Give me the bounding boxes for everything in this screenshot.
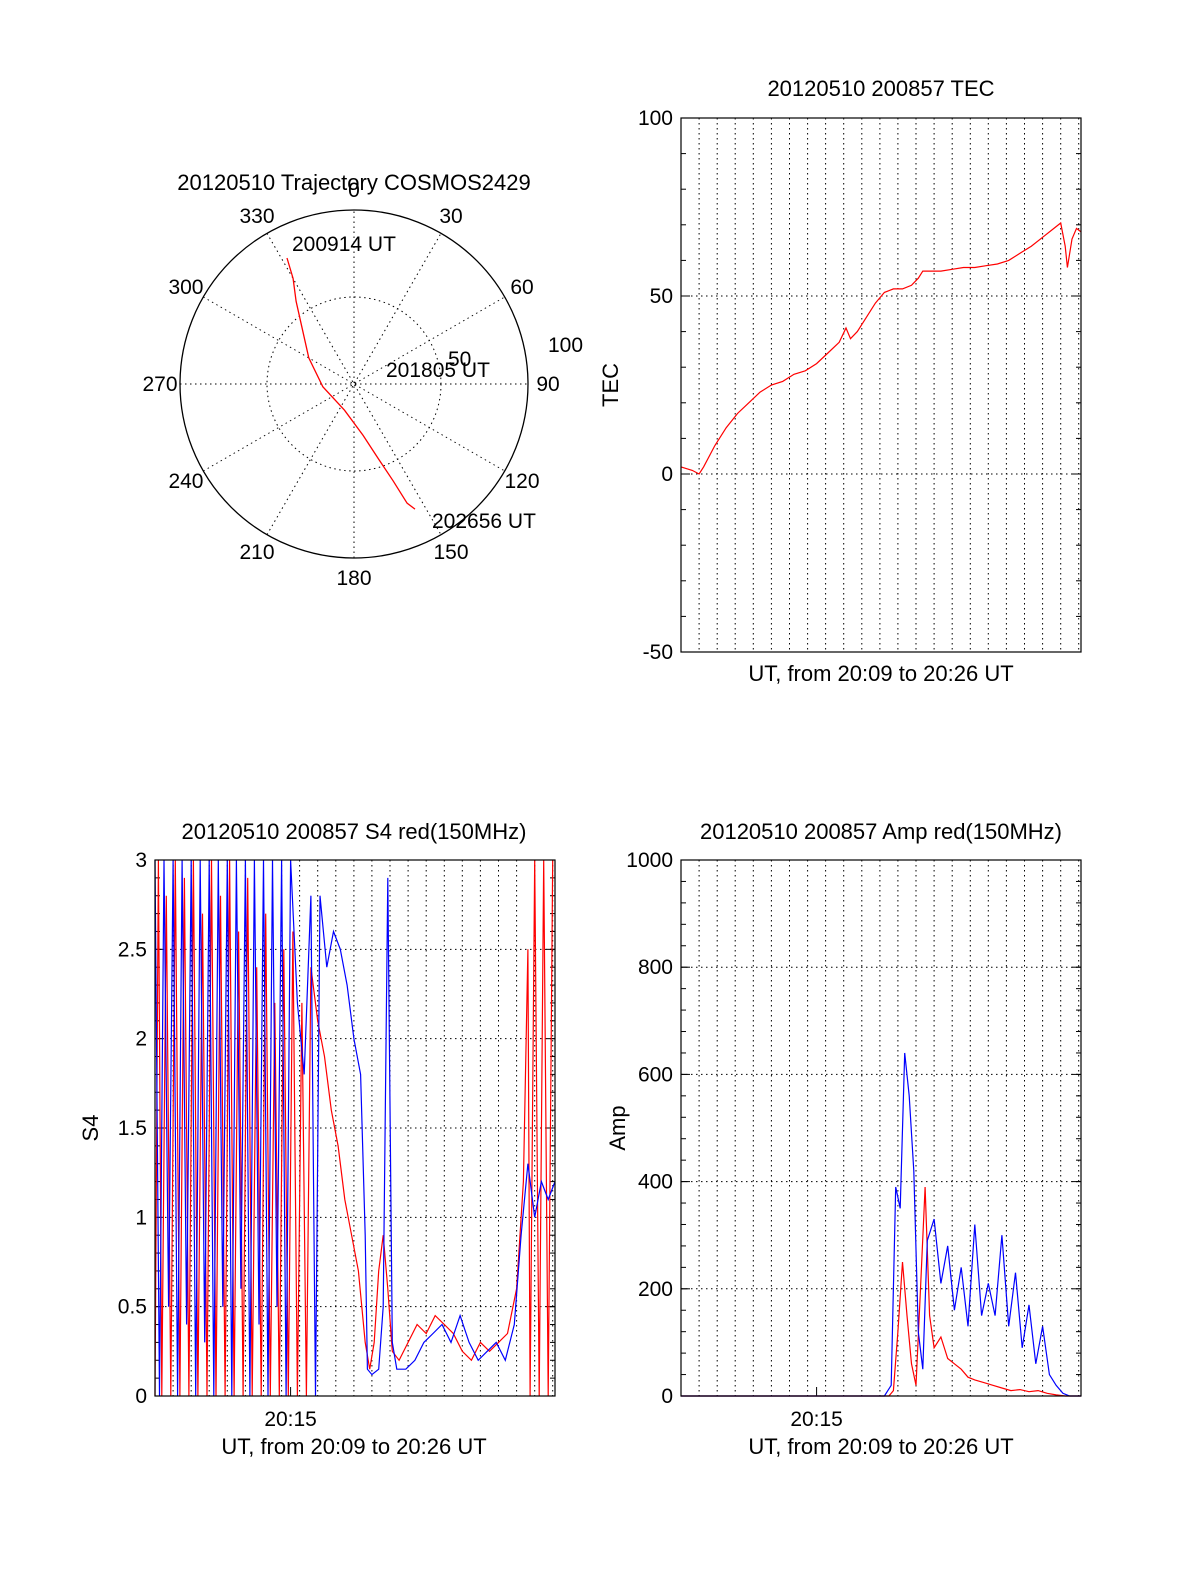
tec-chart: 20120510 200857 TEC -50 0 50 100 TEC UT, fr…	[598, 76, 1082, 686]
polar-radial-label-100: 100	[548, 334, 583, 357]
amp-y-ticks: 0 200 400 600 800 1000	[626, 849, 1081, 1408]
tec-plot-frame	[680, 117, 1082, 653]
amp-y-tick-label: 1000	[626, 849, 673, 872]
s4-plot-frame	[154, 859, 556, 1397]
amp-y-tick-label: 600	[638, 1063, 673, 1086]
amp-y-tick-label: 800	[638, 956, 673, 979]
polar-angle-label-210: 210	[239, 541, 274, 564]
polar-angle-label-330: 330	[239, 205, 274, 228]
polar-angle-label-0: 0	[348, 179, 360, 202]
amp-gridlines	[681, 860, 1081, 1396]
tec-y-tick-label: -50	[643, 641, 673, 664]
trajectory-track	[286, 257, 416, 510]
polar-spoke-120	[203, 296, 505, 472]
annotation-end-time: 202656 UT	[432, 510, 536, 533]
tec-y-ticks: -50 0 50 100	[638, 107, 1081, 664]
s4-chart: 20120510 200857 S4 red(150MHz) 0 0.5 1 1.5 2…	[78, 819, 556, 1459]
s4-series-red	[154, 859, 554, 1397]
polar-spoke-30	[266, 233, 442, 535]
polar-angle-label-60: 60	[510, 276, 533, 299]
amp-x-tick-label: 20:15	[790, 1408, 843, 1431]
polar-spoke-150	[266, 233, 442, 535]
polar-angle-label-150: 150	[433, 541, 468, 564]
s4-y-axis-label: S4	[78, 1115, 103, 1142]
s4-gridlines	[155, 860, 555, 1396]
tec-y-tick-label: 100	[638, 107, 673, 130]
polar-angle-label-120: 120	[504, 470, 539, 493]
s4-y-tick-label: 3	[135, 849, 147, 872]
s4-y-tick-label: 2.5	[118, 938, 147, 961]
amp-y-tick-label: 400	[638, 1171, 673, 1194]
s4-y-tick-label: 1	[135, 1206, 147, 1229]
tec-y-axis-label: TEC	[598, 363, 623, 407]
amp-series-blue	[681, 1052, 1081, 1397]
polar-angle-label-300: 300	[168, 276, 203, 299]
amp-y-tick-label: 0	[661, 1385, 673, 1408]
polar-spokes	[180, 210, 528, 558]
s4-y-tick-label: 0	[135, 1385, 147, 1408]
polar-angle-label-270: 270	[142, 373, 177, 396]
amp-y-tick-label: 200	[638, 1278, 673, 1301]
tec-x-axis-label: UT, from 20:09 to 20:26 UT	[748, 661, 1013, 686]
amp-title: 20120510 200857 Amp red(150MHz)	[700, 819, 1062, 844]
annotation-start-time: 200914 UT	[292, 233, 396, 256]
s4-x-axis-label: UT, from 20:09 to 20:26 UT	[221, 1434, 486, 1459]
polar-angle-label-180: 180	[336, 567, 371, 590]
polar-angle-labels: 0 30 60 90 120 150 180 210 240 270 300 330	[142, 179, 559, 590]
s4-title: 20120510 200857 S4 red(150MHz)	[182, 819, 527, 844]
tec-gridlines	[681, 118, 1081, 652]
annotation-mid-time: 201805 UT	[386, 359, 490, 382]
polar-angle-label-240: 240	[168, 470, 203, 493]
amp-x-axis-label: UT, from 20:09 to 20:26 UT	[748, 1434, 1013, 1459]
amp-series-red	[681, 1186, 1081, 1397]
s4-x-tick-label: 20:15	[264, 1408, 317, 1431]
amp-y-axis-label: Amp	[605, 1105, 630, 1150]
s4-y-tick-label: 2	[135, 1028, 147, 1051]
tec-y-tick-label: 0	[661, 463, 673, 486]
tec-series-red	[680, 221, 1082, 475]
trajectory-polar-plot: 20120510 Trajectory COSMOS2429 0 30 60 90 12…	[142, 170, 583, 590]
polar-angle-label-90: 90	[536, 373, 559, 396]
amp-plot-frame	[680, 859, 1082, 1397]
polar-spoke-60	[203, 296, 505, 472]
tec-title: 20120510 200857 TEC	[767, 76, 994, 101]
s4-y-tick-label: 1.5	[118, 1117, 147, 1140]
polar-radial-label-50: 50	[448, 348, 471, 371]
tec-y-tick-label: 50	[650, 285, 673, 308]
polar-angle-label-30: 30	[439, 205, 462, 228]
polar-title: 20120510 Trajectory COSMOS2429	[177, 170, 530, 195]
s4-y-tick-label: 0.5	[118, 1296, 147, 1319]
amp-chart: 20120510 200857 Amp red(150MHz) 0 200 400 6…	[605, 819, 1082, 1459]
polar-inner-ring	[266, 296, 442, 472]
